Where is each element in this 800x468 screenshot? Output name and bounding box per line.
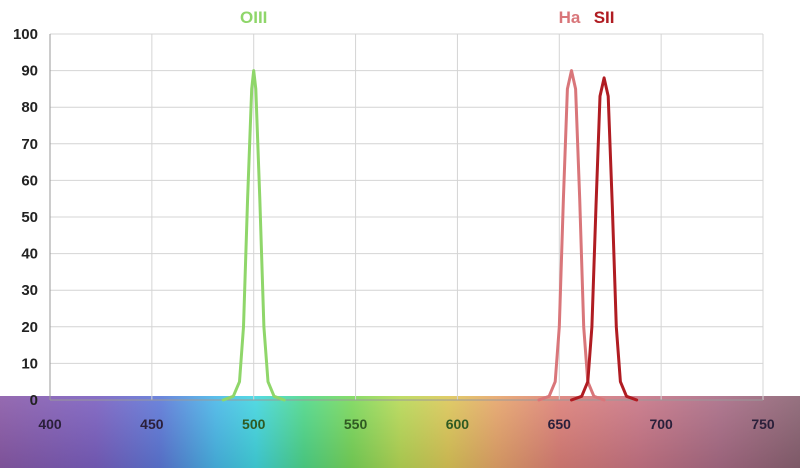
x-tick-label: 400 (38, 416, 62, 432)
y-tick-label: 90 (21, 63, 38, 80)
y-tick-label: 70 (21, 136, 38, 153)
y-tick-label: 10 (21, 355, 38, 372)
series-lines (221, 69, 639, 402)
y-tick-label: 20 (21, 319, 38, 336)
axes (49, 34, 763, 401)
gridlines (49, 33, 764, 401)
y-tick-label: 80 (21, 99, 38, 116)
y-tick-label: 40 (21, 246, 38, 263)
series-label-sii: SII (594, 8, 615, 27)
y-tick-label: 100 (13, 26, 38, 43)
series-label-ha: Ha (559, 8, 581, 27)
y-tick-labels: 0 10 20 30 40 50 60 70 80 90 100 (13, 26, 38, 409)
x-tick-label: 600 (446, 416, 470, 432)
series-line-oiii (221, 69, 286, 402)
x-tick-label: 450 (140, 416, 164, 432)
x-tick-label: 650 (548, 416, 572, 432)
x-tick-label: 500 (242, 416, 266, 432)
series-label-oiii: OIII (240, 8, 267, 27)
series-labels: OIII Ha SII (240, 8, 614, 27)
x-tick-label: 700 (649, 416, 673, 432)
spectrum-band-shade (0, 396, 800, 468)
y-tick-label: 30 (21, 282, 38, 299)
x-tick-label: 550 (344, 416, 368, 432)
y-tick-label: 0 (30, 392, 38, 409)
x-tick-labels: 400 450 500 550 600 650 700 750 (38, 416, 775, 432)
y-tick-label: 60 (21, 172, 38, 189)
x-tick-label: 750 (751, 416, 775, 432)
series-line-sii (570, 76, 639, 402)
y-tick-label: 50 (21, 209, 38, 226)
